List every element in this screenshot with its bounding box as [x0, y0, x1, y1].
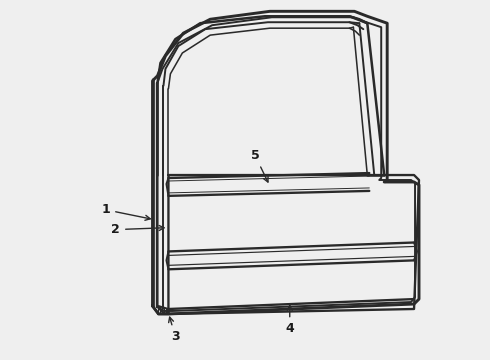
Text: 1: 1 [101, 203, 150, 220]
Text: 2: 2 [111, 223, 164, 236]
Text: 4: 4 [285, 305, 294, 336]
Text: 5: 5 [250, 149, 268, 182]
Text: 3: 3 [169, 317, 180, 343]
